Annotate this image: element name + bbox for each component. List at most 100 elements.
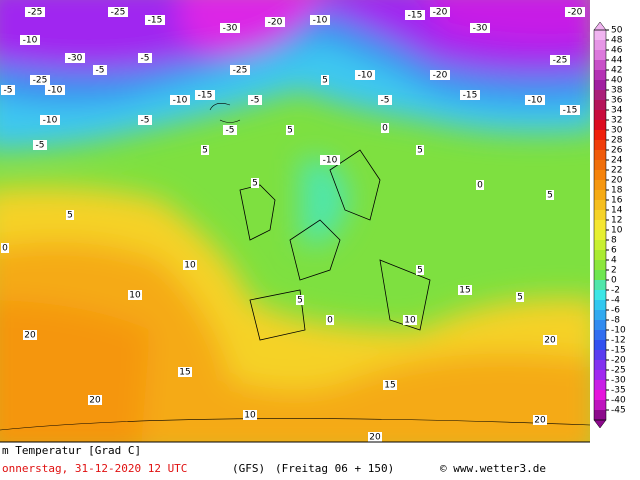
colorbar-label: 30 [611,126,623,136]
contour-label-box [243,410,257,420]
colorbar-swatch [594,390,606,400]
colorbar-swatch [594,110,606,120]
colorbar-swatch [594,300,606,310]
colorbar-swatch [594,380,606,390]
colorbar-swatch [594,120,606,130]
colorbar-swatch [594,240,606,250]
contour-label: 5 [252,179,258,189]
contour-label-box [430,7,450,17]
colorbar-swatch [594,90,606,100]
contour-label: 0 [2,244,8,254]
colorbar-swatch [594,60,606,70]
contour-label-box [326,315,334,325]
colorbar-swatch [594,200,606,210]
contour-label-box [20,35,40,45]
contour-label: 0 [382,124,388,134]
contour-label: 15 [459,286,470,296]
colorbar-swatch [594,400,606,410]
colorbar-arrow-top [593,21,607,31]
colorbar-swatch [594,220,606,230]
contour-label-box [516,292,524,302]
colorbar-swatch [594,170,606,180]
colorbar-label: -40 [611,396,626,406]
colorbar-swatch [594,180,606,190]
colorbar-swatch [594,160,606,170]
contour-label-box [368,432,382,442]
contour-label: 10 [129,291,141,301]
colorbar-frame [593,29,607,421]
colorbar-swatch [594,190,606,200]
contour-label: -20 [433,71,448,81]
colorbar-swatch [594,370,606,380]
contour-label-box [138,115,152,125]
colorbar-label: 12 [611,216,622,226]
contour-label-box [560,105,580,115]
colorbar-label: 16 [611,196,623,206]
colorbar-swatch [594,290,606,300]
contour-label-box [321,75,329,85]
contour-label: -10 [173,96,188,106]
contour-label: -5 [141,116,150,126]
contour-label-box [430,70,450,80]
contour-label-box [378,95,392,105]
contour-label-box [286,125,294,135]
colorbar-label: 20 [611,176,623,186]
contour-label: 5 [417,146,423,156]
contour-label-box [145,15,165,25]
contour-label: -15 [198,91,213,101]
contour-label-box [381,123,389,133]
colorbar-swatch [594,280,606,290]
contour-label: -15 [563,106,578,116]
contour-label-box [40,115,60,125]
colorbar-label: 2 [611,266,617,276]
colorbar-label: -35 [611,386,626,396]
colorbar-label: -30 [611,376,626,386]
colorbar-swatch [594,340,606,350]
contour-label: 5 [322,76,328,86]
colorbar-label: -25 [611,366,626,376]
contour-label: 5 [297,296,303,306]
contour-label-box [108,7,128,17]
contour-label-box [230,65,250,75]
contour-label: 0 [327,316,333,326]
colorbar-swatch [594,150,606,160]
contour-label-box [128,290,142,300]
colorbar-swatch [594,410,606,420]
contour-label-box [25,7,45,17]
colorbar-swatch [594,260,606,270]
colorbar-swatch [594,330,606,340]
contour-label-box [355,70,375,80]
footer-model: (GFS) [232,462,265,475]
contour-label: -10 [323,156,338,166]
contour-label: -10 [358,71,373,81]
contour-label-box [66,210,74,220]
colorbar-label: -2 [611,286,620,296]
colorbar-label: 24 [611,156,623,166]
colorbar-label: -45 [611,406,626,416]
contour-label-box [403,315,417,325]
colorbar-label: 32 [611,116,622,126]
contour-label: 20 [534,416,546,426]
colorbar-label: -10 [611,326,626,336]
colorbar-swatch [594,350,606,360]
colorbar-label: 46 [611,46,623,56]
colorbar-label: 48 [611,36,623,46]
colorbar-swatch [594,70,606,80]
contour-label: -25 [28,8,43,18]
contour-label-box [543,335,557,345]
colorbar-swatch [594,30,606,40]
contour-label: -5 [36,141,45,151]
contour-label-box [33,140,47,150]
contour-label-box [405,10,425,20]
colorbar-arrow-bottom [593,419,607,429]
colorbar-swatch [594,140,606,150]
contour-label: -10 [43,116,58,126]
colorbar-swatch [594,40,606,50]
footer-run: (Freitag 06 + 150) [275,462,394,475]
contour-label-box [525,95,545,105]
contour-label-box [550,55,570,65]
colorbar-swatch [594,210,606,220]
contour-label-box [178,367,192,377]
contour-label-box [65,53,85,63]
